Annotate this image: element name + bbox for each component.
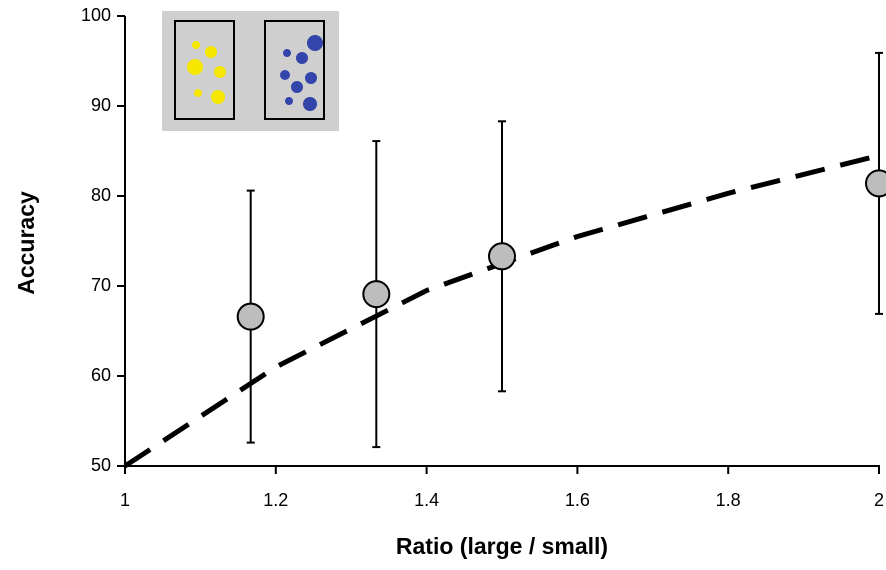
y-tick-label: 100 [81, 5, 111, 25]
x-tick-label: 1.6 [565, 490, 590, 510]
y-tick-label: 80 [91, 185, 111, 205]
y-tick-label: 50 [91, 455, 111, 475]
data-point [236, 302, 265, 331]
data-point [488, 242, 516, 271]
data-point [865, 169, 886, 198]
yellow-dots [187, 41, 226, 104]
x-tick-label: 2 [874, 490, 884, 510]
x-tick-label: 1.4 [414, 490, 439, 510]
y-tick-label: 90 [91, 95, 111, 115]
inset-illustration [162, 11, 339, 131]
x-tick-label: 1.8 [716, 490, 741, 510]
inset-box [174, 20, 235, 120]
data-point [362, 280, 391, 309]
inset-box [264, 20, 325, 120]
y-tick-label: 70 [91, 275, 111, 295]
y-tick-label: 60 [91, 365, 111, 385]
x-axis-title: Ratio (large / small) [396, 533, 608, 559]
y-axis-title: Accuracy [13, 191, 39, 295]
blue-dots [280, 35, 323, 111]
x-tick-label: 1.2 [263, 490, 288, 510]
x-tick-label: 1 [120, 490, 130, 510]
